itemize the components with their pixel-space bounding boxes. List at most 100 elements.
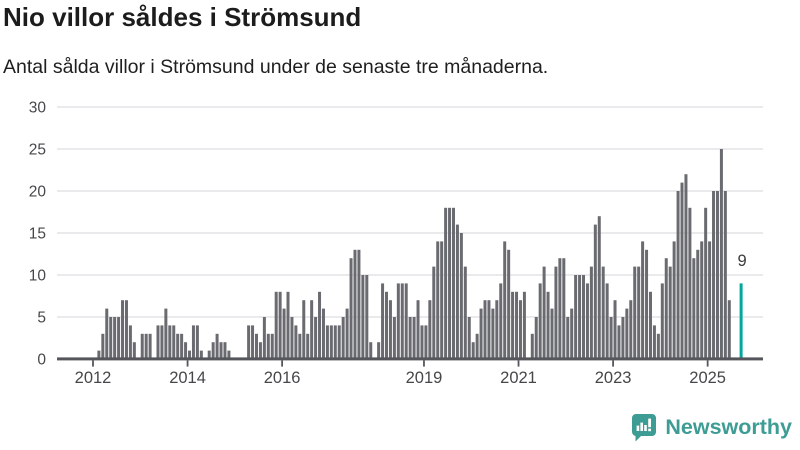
bar xyxy=(282,308,286,359)
bar xyxy=(314,317,318,359)
bar xyxy=(97,350,101,359)
bar xyxy=(357,249,361,359)
bar xyxy=(719,149,723,359)
bar xyxy=(290,317,294,359)
bar xyxy=(412,317,416,359)
x-axis-tick xyxy=(423,360,425,367)
bar xyxy=(518,300,522,359)
x-axis-tick-label: 2012 xyxy=(75,369,112,387)
bar xyxy=(109,317,113,359)
bar xyxy=(337,325,341,359)
bar xyxy=(270,333,274,359)
bar xyxy=(215,333,219,359)
bar xyxy=(345,308,349,359)
bar xyxy=(676,191,680,359)
bar xyxy=(621,317,625,359)
bar xyxy=(128,325,132,359)
bar xyxy=(554,266,558,359)
x-axis-tick-label: 2025 xyxy=(689,369,726,387)
bar xyxy=(258,342,262,359)
bar xyxy=(578,275,582,359)
bar xyxy=(542,266,546,359)
bar xyxy=(582,275,586,359)
bar xyxy=(495,300,499,359)
bar xyxy=(637,266,641,359)
bar xyxy=(585,283,589,359)
bar xyxy=(404,283,408,359)
bar xyxy=(432,266,436,359)
bar xyxy=(684,174,688,359)
chart-subtitle: Antal sålda villor i Strömsund under de … xyxy=(3,56,549,78)
bar xyxy=(117,317,121,359)
bar xyxy=(424,325,428,359)
bar xyxy=(613,300,617,359)
bar xyxy=(124,300,128,359)
bar xyxy=(180,333,184,359)
last-value-label: 9 xyxy=(738,252,747,270)
bar xyxy=(172,325,176,359)
bar xyxy=(487,300,491,359)
bar xyxy=(455,224,459,359)
bar xyxy=(491,308,495,359)
bar xyxy=(105,308,109,359)
bar xyxy=(298,333,302,359)
bar xyxy=(597,216,601,359)
newsworthy-brand: Newsworthy xyxy=(665,414,792,439)
bar xyxy=(448,207,452,359)
bar xyxy=(641,241,645,359)
bar xyxy=(381,283,385,359)
bar xyxy=(471,342,475,359)
x-axis-tick-label: 2023 xyxy=(595,369,632,387)
bar xyxy=(361,275,365,359)
bar xyxy=(164,308,168,359)
x-axis-tick-label: 2021 xyxy=(500,369,537,387)
bar xyxy=(727,300,731,359)
bar xyxy=(479,308,483,359)
bar xyxy=(609,317,613,359)
bar xyxy=(546,291,550,359)
bar xyxy=(184,342,188,359)
bar xyxy=(428,300,432,359)
bar xyxy=(168,325,172,359)
bar xyxy=(227,350,231,359)
bar xyxy=(211,342,215,359)
bar xyxy=(148,333,152,359)
bar xyxy=(558,258,562,359)
bar xyxy=(704,207,708,359)
bar xyxy=(420,325,424,359)
bar xyxy=(511,291,515,359)
bar xyxy=(522,291,526,359)
y-axis-tick-label: 25 xyxy=(29,142,46,159)
bar xyxy=(692,258,696,359)
bar xyxy=(329,325,333,359)
bar xyxy=(652,325,656,359)
bar xyxy=(251,325,255,359)
bar xyxy=(530,333,534,359)
bar xyxy=(369,342,373,359)
bar xyxy=(262,317,266,359)
bar xyxy=(199,350,203,359)
bar xyxy=(333,325,337,359)
bar xyxy=(176,333,180,359)
bar xyxy=(247,325,251,359)
bar xyxy=(467,317,471,359)
bar xyxy=(140,333,144,359)
x-axis-tick xyxy=(517,360,520,367)
bar xyxy=(574,275,578,359)
bar xyxy=(321,308,325,359)
y-axis-tick-label: 20 xyxy=(29,184,47,201)
bar xyxy=(392,317,396,359)
bar xyxy=(538,283,542,359)
bar xyxy=(306,333,310,359)
bar xyxy=(400,283,404,359)
bar xyxy=(715,191,719,359)
bar xyxy=(353,249,357,359)
bar xyxy=(503,241,507,359)
bar xyxy=(593,224,597,359)
bar xyxy=(625,308,629,359)
bar xyxy=(656,333,660,359)
bar xyxy=(570,308,574,359)
bar xyxy=(318,291,322,359)
bar xyxy=(712,191,716,359)
